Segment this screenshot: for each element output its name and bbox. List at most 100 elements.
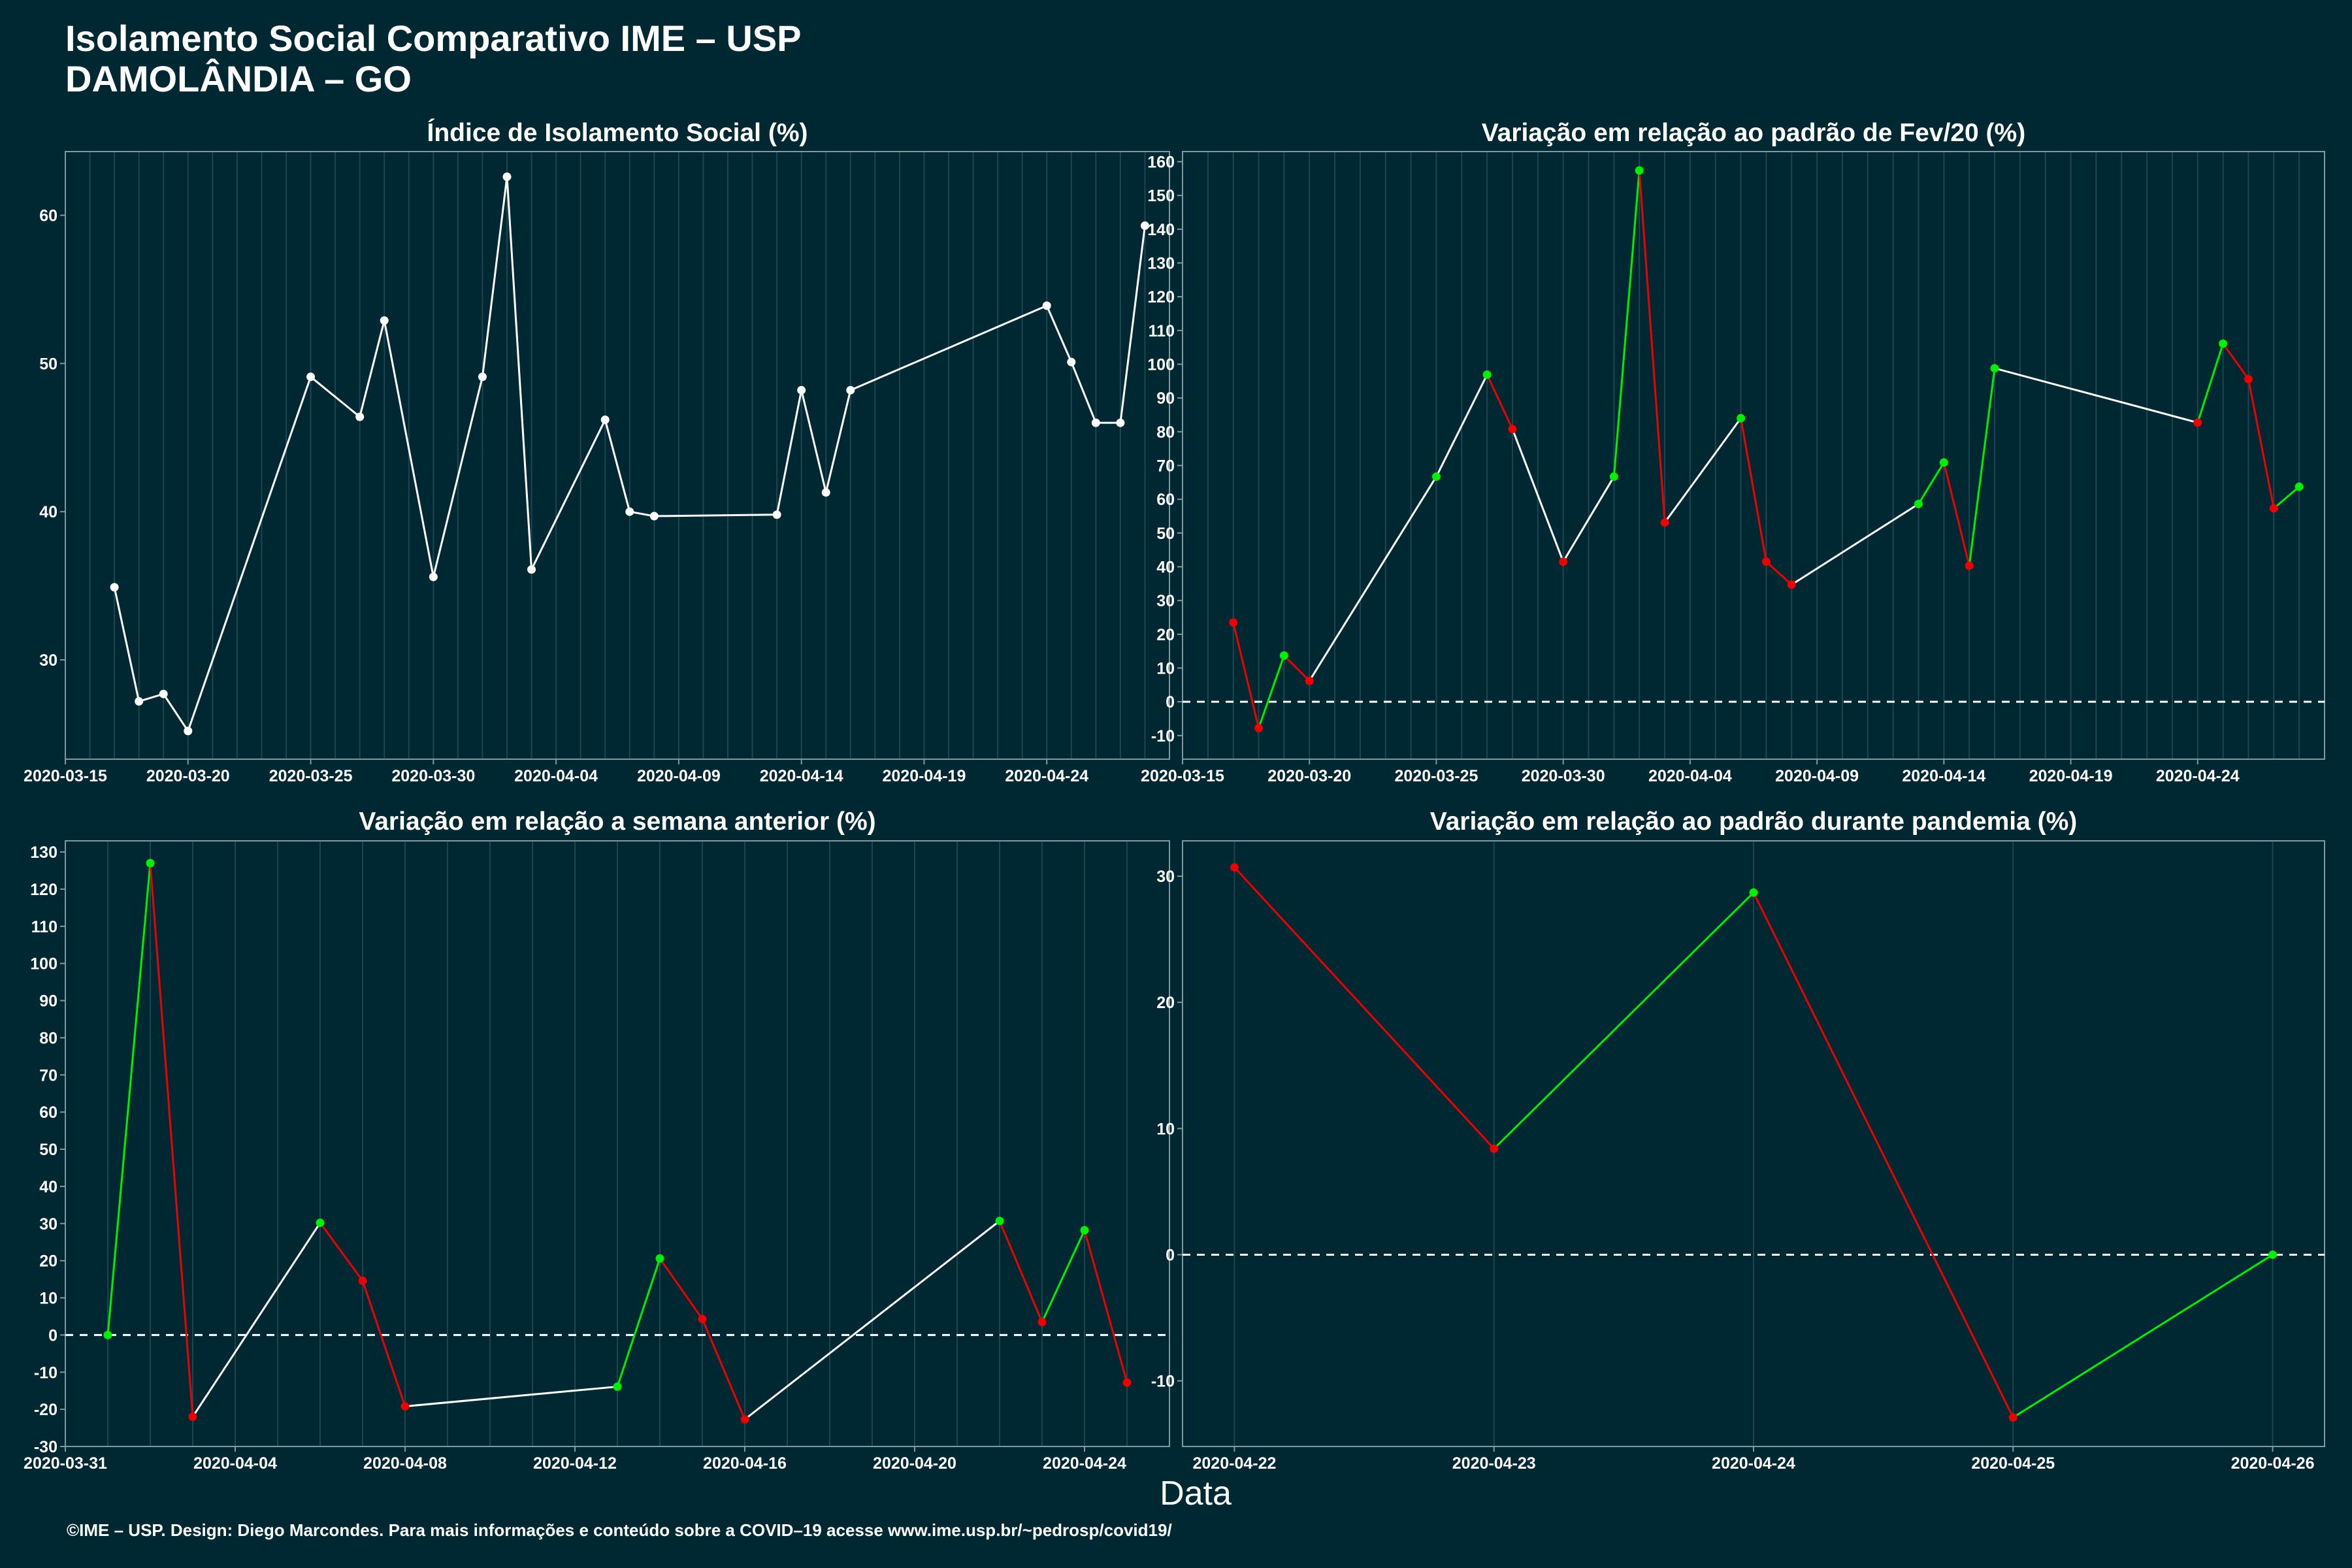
data-point [649,512,659,521]
series-segment [1791,503,1919,586]
data-point [135,697,144,706]
y-tick-label: 70 [39,1066,57,1085]
x-tick-label: 2020-04-09 [637,767,721,785]
data-point [1140,221,1149,230]
x-tick-label: 2020-04-19 [2029,767,2113,785]
x-tick-label: 2020-04-04 [1648,767,1732,785]
series-segment [1232,622,1260,728]
data-point [358,1276,367,1285]
x-tick-label: 2020-03-30 [1522,767,1605,785]
data-point [1749,888,1758,897]
y-tick-label: 90 [1156,389,1175,408]
x-axis-title: Data [1160,1475,1232,1512]
y-tick-label: 60 [1156,491,1175,509]
y-tick-label: 10 [39,1290,57,1308]
data-point [502,172,512,182]
series-segment [506,176,533,570]
y-tick-label: 0 [1166,1246,1175,1264]
series-segment [187,376,312,732]
data-point [2268,1250,2278,1259]
y-tick-label: 10 [1156,660,1175,678]
series-segment [383,320,434,578]
series-segment [1740,417,1767,563]
footer-credits: ©IME – USP. Design: Diego Marcondes. Par… [67,1520,1172,1540]
series-segment [1918,462,1945,505]
data-point [1490,1144,1499,1153]
x-tick-label: 2020-04-24 [2156,767,2240,785]
data-point [1737,414,1746,423]
data-point [316,1218,325,1228]
x-tick-label: 2020-03-25 [1394,767,1478,785]
series-segment [404,1385,618,1408]
series-segment [432,376,483,578]
data-point [2295,482,2304,491]
series-segment [1562,476,1615,563]
data-point [429,572,438,581]
data-point [1305,676,1314,685]
series-segment [604,419,631,512]
x-tick-label: 2020-04-04 [193,1454,277,1473]
panel-title: Variação em relação ao padrão durante pa… [1430,808,2078,836]
series-segment [191,1222,321,1418]
data-point [797,385,806,395]
y-tick-label: 120 [1147,288,1175,306]
x-tick-label: 2020-04-26 [2231,1454,2315,1473]
y-tick-label: 70 [1156,457,1175,476]
series-segment [359,320,385,417]
series-segment [2247,378,2275,509]
series-segment [2273,485,2300,510]
y-tick-label: 0 [48,1326,57,1345]
data-point [1122,1378,1132,1387]
x-tick-label: 2020-03-15 [24,767,107,785]
x-tick-label: 2020-04-04 [514,767,598,785]
series-segment [113,587,140,702]
page-title: Isolamento Social Comparativo IME – USP [65,18,802,59]
series-segment [998,1220,1043,1323]
series-segment [531,419,606,570]
y-tick-label: 100 [1147,356,1175,374]
data-point [772,510,781,519]
y-tick-label: 140 [1147,221,1175,239]
y-tick-label: 160 [1147,154,1175,172]
series-segment [800,389,827,493]
panel-title: Índice de Isolamento Social (%) [427,118,808,147]
data-point [400,1402,410,1411]
page-subtitle: DAMOLÂNDIA – GO [65,58,412,99]
x-tick-label: 2020-04-12 [533,1454,617,1473]
data-point [655,1254,664,1263]
data-point [2269,504,2278,513]
data-point [740,1414,749,1424]
data-point [1559,557,1568,566]
data-point [1508,425,1517,434]
series-segment [659,1258,704,1320]
data-point [1229,618,1238,627]
data-point [184,727,193,736]
series-segment [1612,170,1641,477]
series-segment [361,1280,406,1407]
series-segment [1994,367,2198,424]
series-segment [1435,374,1488,478]
data-point [2219,339,2228,348]
data-point [306,372,316,382]
x-tick-label: 2020-04-19 [882,767,966,785]
y-tick-label: 80 [1156,423,1175,442]
x-tick-label: 2020-04-20 [873,1454,956,1473]
panel-title: Variação em relação ao padrão de Fev/20 … [1482,119,2025,147]
y-tick-label: -10 [1151,1373,1175,1391]
y-tick-label: 40 [1156,559,1175,577]
panel-title: Variação em relação a semana anterior (%… [359,808,875,836]
data-point [613,1382,622,1391]
y-tick-label: 20 [39,1252,57,1271]
series-segment [1083,1230,1128,1383]
data-point [527,565,536,574]
data-point [1431,472,1441,482]
x-tick-label: 2020-04-24 [1712,1454,1795,1473]
y-tick-label: 100 [30,955,57,973]
data-point [1965,561,1974,570]
data-point [698,1315,707,1324]
data-point [380,316,389,325]
series-segment [149,863,194,1417]
data-point [478,372,487,382]
y-tick-label: 110 [31,918,57,936]
x-tick-label: 2020-04-24 [1005,767,1088,785]
